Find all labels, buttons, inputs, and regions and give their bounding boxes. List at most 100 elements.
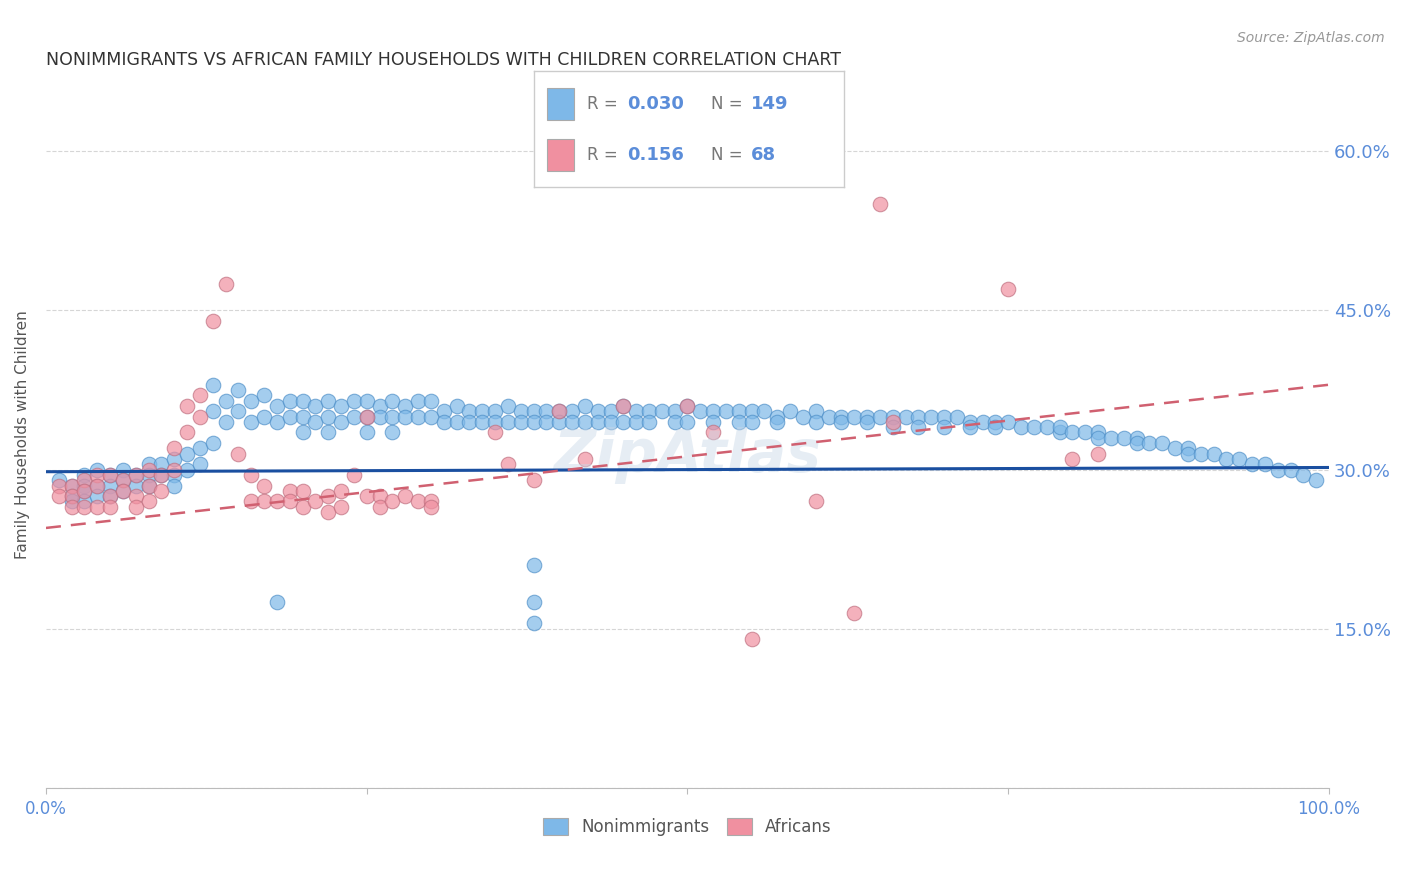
Point	[586, 404, 609, 418]
Point	[433, 415, 456, 429]
Point	[394, 409, 416, 424]
Point	[1177, 442, 1199, 456]
Bar	[547, 87, 575, 120]
Point	[561, 415, 583, 429]
Point	[779, 404, 801, 418]
Point	[1240, 458, 1263, 472]
Point	[125, 478, 148, 492]
Text: N =: N =	[710, 95, 742, 112]
Point	[1305, 473, 1327, 487]
Point	[60, 478, 83, 492]
Point	[86, 478, 108, 492]
Point	[741, 404, 763, 418]
Point	[138, 467, 160, 482]
Point	[188, 458, 211, 472]
Point	[484, 415, 506, 429]
Point	[574, 415, 596, 429]
Point	[125, 467, 148, 482]
Point	[471, 415, 494, 429]
Point	[882, 409, 904, 424]
Point	[138, 494, 160, 508]
Point	[214, 277, 236, 291]
Point	[1099, 431, 1122, 445]
Point	[1254, 458, 1277, 472]
Point	[959, 420, 981, 434]
Point	[125, 467, 148, 482]
Text: 68: 68	[751, 146, 776, 164]
Point	[330, 500, 353, 514]
Point	[1215, 452, 1237, 467]
Point	[458, 415, 481, 429]
Point	[856, 409, 879, 424]
Point	[1137, 436, 1160, 450]
Point	[446, 399, 468, 413]
Point	[240, 494, 263, 508]
Point	[856, 415, 879, 429]
Point	[946, 409, 969, 424]
Point	[163, 462, 186, 476]
Point	[869, 197, 891, 211]
Point	[214, 415, 236, 429]
Point	[574, 399, 596, 413]
Point	[98, 489, 121, 503]
Point	[381, 393, 404, 408]
Point	[86, 489, 108, 503]
Point	[446, 415, 468, 429]
Point	[727, 404, 749, 418]
Point	[651, 404, 673, 418]
Point	[1062, 452, 1084, 467]
Point	[356, 425, 378, 440]
Point	[86, 462, 108, 476]
Point	[804, 494, 827, 508]
Point	[111, 483, 134, 498]
Point	[343, 409, 366, 424]
Text: R =: R =	[586, 146, 617, 164]
Point	[291, 500, 314, 514]
Point	[766, 415, 789, 429]
Point	[394, 489, 416, 503]
Point	[997, 415, 1019, 429]
Point	[291, 425, 314, 440]
Point	[228, 383, 250, 397]
Point	[163, 452, 186, 467]
Point	[406, 494, 429, 508]
Point	[176, 462, 198, 476]
Point	[240, 415, 263, 429]
Point	[201, 377, 224, 392]
Point	[60, 478, 83, 492]
Point	[60, 489, 83, 503]
Point	[316, 409, 339, 424]
Point	[689, 404, 711, 418]
Point	[664, 404, 686, 418]
Point	[48, 489, 70, 503]
Point	[86, 478, 108, 492]
Point	[522, 415, 544, 429]
Point	[138, 458, 160, 472]
Point	[316, 489, 339, 503]
Point	[73, 483, 96, 498]
Point	[1049, 420, 1071, 434]
Point	[291, 483, 314, 498]
Point	[304, 494, 326, 508]
Point	[201, 314, 224, 328]
Point	[278, 409, 301, 424]
Point	[419, 393, 441, 408]
Point	[368, 500, 391, 514]
Point	[959, 415, 981, 429]
Point	[356, 409, 378, 424]
Point	[882, 415, 904, 429]
Point	[381, 425, 404, 440]
Point	[316, 425, 339, 440]
Text: R =: R =	[586, 95, 617, 112]
Point	[1164, 442, 1187, 456]
Point	[458, 404, 481, 418]
Point	[702, 415, 724, 429]
Point	[138, 478, 160, 492]
Point	[1087, 447, 1109, 461]
Point	[1049, 425, 1071, 440]
Point	[228, 404, 250, 418]
Point	[1125, 431, 1147, 445]
Point	[624, 415, 647, 429]
Point	[830, 409, 852, 424]
Text: 0.030: 0.030	[627, 95, 683, 112]
